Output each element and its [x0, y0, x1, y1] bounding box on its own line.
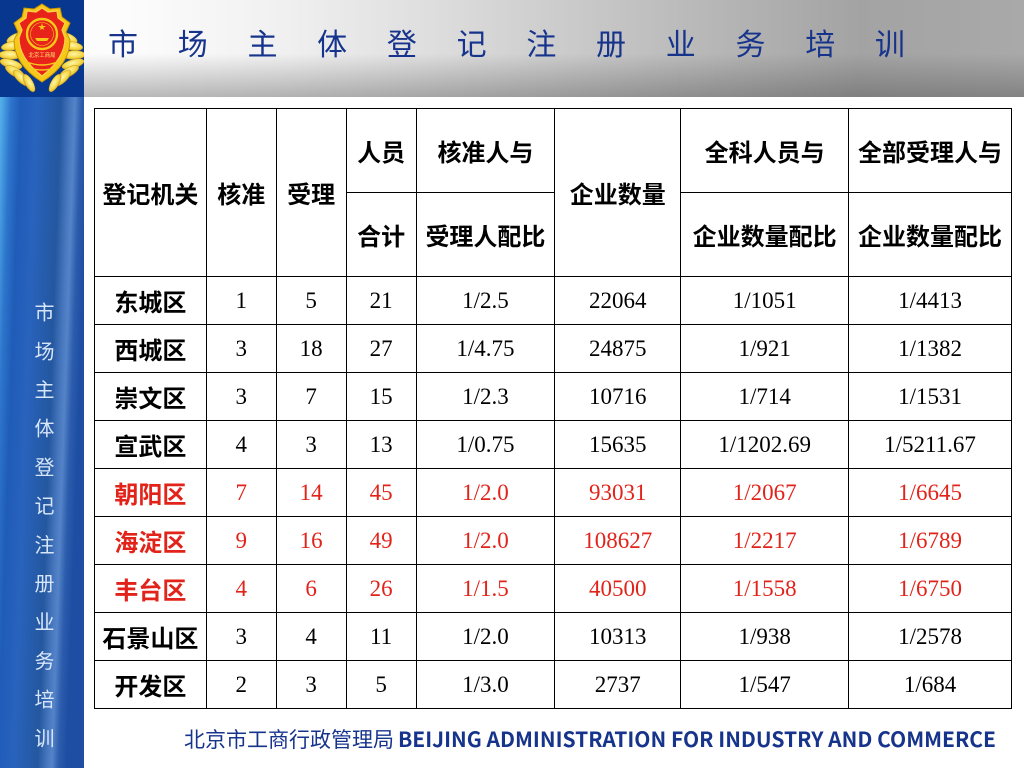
svg-text:北京工商局: 北京工商局 — [29, 51, 56, 59]
